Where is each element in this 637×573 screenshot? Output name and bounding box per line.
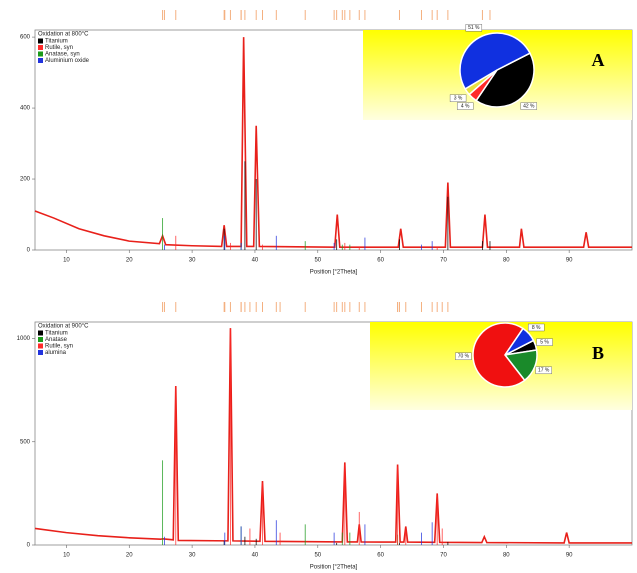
legend-swatch — [38, 337, 43, 342]
x-axis-label: Position [°2Theta] — [310, 270, 358, 276]
x-tick-label: 90 — [566, 258, 573, 264]
pie-label-box — [456, 102, 474, 110]
x-tick-label: 50 — [314, 258, 321, 264]
x-tick-label: 20 — [126, 553, 133, 559]
pie-label-box — [520, 102, 538, 110]
pie-slice — [475, 52, 535, 108]
x-tick-label: 80 — [503, 553, 510, 559]
pie-label-box — [455, 352, 472, 361]
legend-swatch — [38, 58, 43, 63]
legend-title: Oxidation at 800°C — [38, 32, 89, 38]
x-tick-label: 40 — [252, 258, 259, 264]
x-tick-label: 30 — [189, 553, 196, 559]
x-tick-label: 70 — [440, 258, 447, 264]
pie-label: 51 % — [468, 25, 480, 31]
pie-label: 4 % — [461, 103, 470, 109]
legend-label: Anatase, syn — [45, 52, 80, 58]
legend-label: Titanium — [45, 331, 68, 337]
legend-swatch — [38, 350, 43, 355]
legend-swatch — [38, 38, 43, 44]
pie-label: 8 % — [532, 325, 541, 331]
panel-label: B — [592, 343, 604, 363]
pie-slice — [504, 327, 535, 356]
x-tick-label: 40 — [252, 553, 259, 559]
pie-slice — [459, 32, 531, 90]
y-tick-label: 600 — [20, 35, 31, 41]
x-tick-label: 50 — [314, 553, 321, 559]
x-tick-label: 80 — [503, 258, 510, 264]
pie-label: 42 % — [523, 103, 535, 109]
legend-swatch — [38, 343, 43, 349]
panel-label: A — [592, 50, 605, 70]
x-tick-label: 90 — [566, 553, 573, 559]
y-tick-label: 500 — [20, 439, 31, 445]
pie-label: 5 % — [540, 339, 549, 345]
diffraction-pattern — [34, 328, 632, 544]
y-tick-label: 400 — [20, 106, 31, 112]
legend-label: Aluminium oxide — [45, 58, 90, 64]
x-tick-label: 70 — [440, 553, 447, 559]
y-tick-label: 0 — [27, 248, 31, 254]
x-tick-label: 60 — [377, 553, 384, 559]
x-tick-label: 10 — [63, 553, 70, 559]
x-tick-label: 20 — [126, 258, 133, 264]
x-tick-label: 30 — [189, 258, 196, 264]
legend-swatch — [38, 51, 43, 57]
legend-label: Titanium — [45, 39, 68, 45]
x-axis-label: Position [°2Theta] — [310, 565, 358, 571]
pie-label: 17 % — [538, 368, 550, 374]
legend-label: Rutile, syn — [45, 344, 73, 350]
pie-label-box — [465, 24, 483, 32]
pie-label-box — [535, 366, 552, 375]
pie-label-box — [528, 323, 545, 332]
y-tick-label: 200 — [20, 177, 31, 183]
legend-title: Oxidation at 900°C — [38, 324, 89, 330]
legend-label: alumina — [45, 350, 67, 356]
y-tick-label: 1000 — [17, 336, 31, 342]
pie-slice — [472, 322, 526, 388]
legend-swatch — [38, 45, 43, 50]
pie-label: 70 % — [458, 354, 470, 360]
legend-label: Rutile, syn — [45, 45, 73, 51]
x-tick-label: 60 — [377, 258, 384, 264]
y-tick-label: 0 — [27, 543, 31, 549]
pie-label: 3 % — [454, 96, 463, 102]
legend-label: Anatase — [45, 337, 68, 343]
pie-label-box — [536, 338, 553, 346]
legend-swatch — [38, 330, 43, 336]
x-tick-label: 10 — [63, 258, 70, 264]
pie-label-box — [449, 94, 467, 102]
